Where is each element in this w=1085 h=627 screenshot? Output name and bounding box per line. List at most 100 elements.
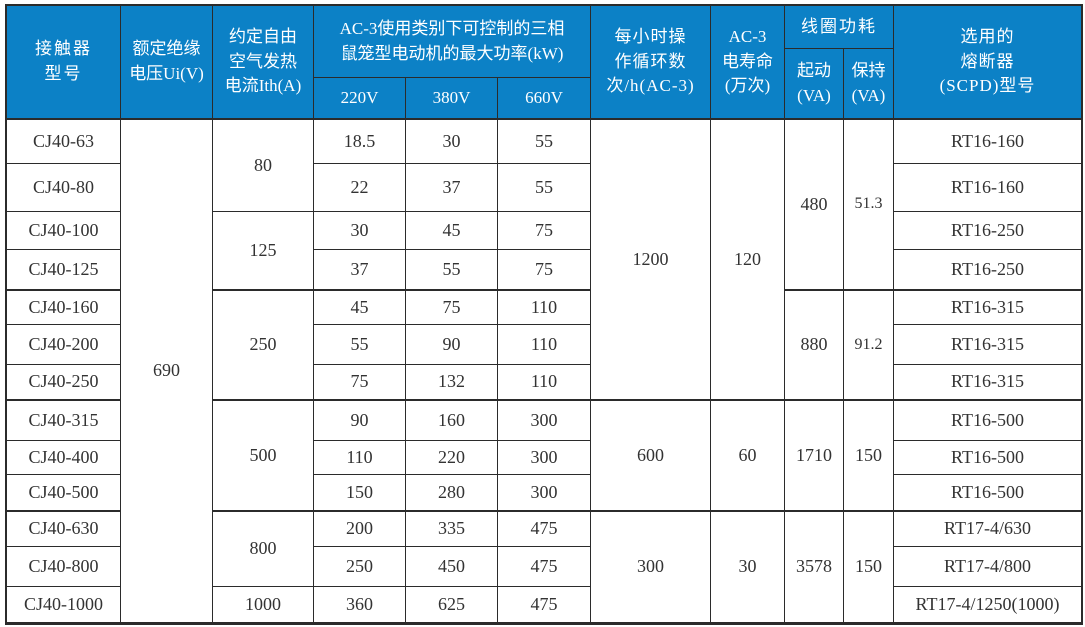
- header-cycles-per-hour: 每小时操 作循环数 次/h(AC-3): [591, 6, 711, 120]
- cell-power-220v: 360: [314, 587, 406, 622]
- cell-model: CJ40-800: [7, 547, 121, 587]
- cell-power-660v: 475: [498, 587, 591, 622]
- cell-power-380v: 45: [406, 212, 498, 250]
- cell-power-660v: 475: [498, 512, 591, 547]
- cell-power-660v: 55: [498, 120, 591, 164]
- cell-power-380v: 220: [406, 441, 498, 475]
- cell-ith: 80: [213, 120, 314, 212]
- cell-power-220v: 18.5: [314, 120, 406, 164]
- contactor-spec-table: 接触器 型号 额定绝缘 电压Ui(V) 约定自由 空气发热 电流Ith(A) A…: [5, 4, 1083, 625]
- cell-ith: 250: [213, 291, 314, 401]
- cell-model: CJ40-630: [7, 512, 121, 547]
- cell-power-220v: 75: [314, 365, 406, 401]
- cell-power-660v: 475: [498, 547, 591, 587]
- cell-cycles: 300: [591, 512, 711, 622]
- cell-power-380v: 37: [406, 164, 498, 212]
- cell-model: CJ40-125: [7, 250, 121, 291]
- cell-coil-start: 480: [785, 120, 844, 291]
- header-380v: 380V: [406, 78, 498, 120]
- cell-coil-hold: 150: [844, 401, 894, 512]
- cell-power-660v: 55: [498, 164, 591, 212]
- header-coil-start: 起动 (VA): [785, 49, 844, 120]
- header-thermal-current: 约定自由 空气发热 电流Ith(A): [213, 6, 314, 120]
- cell-ith: 800: [213, 512, 314, 587]
- cell-fuse: RT17-4/630: [894, 512, 1081, 547]
- cell-model: CJ40-250: [7, 365, 121, 401]
- cell-power-220v: 150: [314, 475, 406, 512]
- cell-coil-start: 3578: [785, 512, 844, 622]
- header-fuse-type: 选用的 熔断器 (SCPD)型号: [894, 6, 1081, 120]
- cell-model: CJ40-100: [7, 212, 121, 250]
- cell-power-660v: 300: [498, 401, 591, 441]
- cell-fuse: RT17-4/1250(1000): [915, 593, 1060, 614]
- header-electrical-life: AC-3 电寿命 (万次): [711, 6, 785, 120]
- header-max-power-kw: AC-3使用类别下可控制的三相 鼠笼型电动机的最大功率(kW): [314, 6, 591, 78]
- cell-life: 30: [711, 512, 785, 622]
- cell-coil-start: 880: [785, 291, 844, 401]
- cell-cycles: 1200: [591, 120, 711, 401]
- cell-power-220v: 110: [314, 441, 406, 475]
- cell-fuse: RT16-315: [894, 325, 1081, 365]
- header-insulation-voltage: 额定绝缘 电压Ui(V): [121, 6, 213, 120]
- cell-life: 60: [711, 401, 785, 512]
- cell-power-380v: 30: [406, 120, 498, 164]
- header-model: 接触器 型号: [7, 6, 121, 120]
- cell-power-660v: 110: [498, 291, 591, 325]
- cell-fuse: RT16-315: [894, 291, 1081, 325]
- cell-power-380v: 132: [406, 365, 498, 401]
- cell-power-660v: 300: [498, 441, 591, 475]
- cell-power-220v: 55: [314, 325, 406, 365]
- cell-power-380v: 160: [406, 401, 498, 441]
- cell-power-380v: 335: [406, 512, 498, 547]
- cell-fuse: RT16-315: [894, 365, 1081, 401]
- cell-ith: 125: [213, 212, 314, 291]
- cell-ith: 1000: [213, 587, 314, 622]
- cell-ui-voltage: 690: [121, 120, 213, 622]
- cell-power-220v: 37: [314, 250, 406, 291]
- cell-fuse: RT16-500: [894, 475, 1081, 512]
- cell-power-220v: 200: [314, 512, 406, 547]
- cell-power-660v: 75: [498, 250, 591, 291]
- header-coil-hold: 保持 (VA): [844, 49, 894, 120]
- cell-power-220v: 90: [314, 401, 406, 441]
- cell-model: CJ40-400: [7, 441, 121, 475]
- cell-model: CJ40-63: [7, 120, 121, 164]
- cell-power-380v: 75: [406, 291, 498, 325]
- cell-power-380v: 280: [406, 475, 498, 512]
- header-660v: 660V: [498, 78, 591, 120]
- cell-fuse: RT16-250: [894, 212, 1081, 250]
- cell-model: CJ40-1000: [7, 587, 121, 622]
- cell-fuse: RT16-160: [894, 164, 1081, 212]
- cell-coil-hold: 150: [844, 512, 894, 622]
- cell-power-660v: 110: [498, 325, 591, 365]
- cell-cycles: 600: [591, 401, 711, 512]
- cell-model: CJ40-500: [7, 475, 121, 512]
- cell-power-660v: 110: [498, 365, 591, 401]
- cell-model: CJ40-160: [7, 291, 121, 325]
- cell-fuse: RT16-500: [894, 441, 1081, 475]
- cell-coil-hold: 51.3: [844, 120, 894, 291]
- cell-power-380v: 625: [406, 587, 498, 622]
- cell-fuse: RT16-250: [894, 250, 1081, 291]
- cell-power-380v: 55: [406, 250, 498, 291]
- cell-power-380v: 90: [406, 325, 498, 365]
- cell-power-220v: 250: [314, 547, 406, 587]
- cell-power-220v: 30: [314, 212, 406, 250]
- cell-power-660v: 75: [498, 212, 591, 250]
- cell-model: CJ40-200: [7, 325, 121, 365]
- header-coil-consumption: 线圈功耗: [785, 6, 894, 49]
- cell-power-380v: 450: [406, 547, 498, 587]
- header-220v: 220V: [314, 78, 406, 120]
- cell-coil-hold: 91.2: [844, 291, 894, 401]
- cell-model: CJ40-315: [7, 401, 121, 441]
- cell-ith: 500: [213, 401, 314, 512]
- cell-power-220v: 45: [314, 291, 406, 325]
- cell-fuse: RT17-4/800: [894, 547, 1081, 587]
- cell-model: CJ40-80: [7, 164, 121, 212]
- cell-life: 120: [711, 120, 785, 401]
- cell-power-660v: 300: [498, 475, 591, 512]
- cell-power-220v: 22: [314, 164, 406, 212]
- cell-coil-start: 1710: [785, 401, 844, 512]
- cell-fuse: RT16-160: [894, 120, 1081, 164]
- cell-fuse: RT16-500: [894, 401, 1081, 441]
